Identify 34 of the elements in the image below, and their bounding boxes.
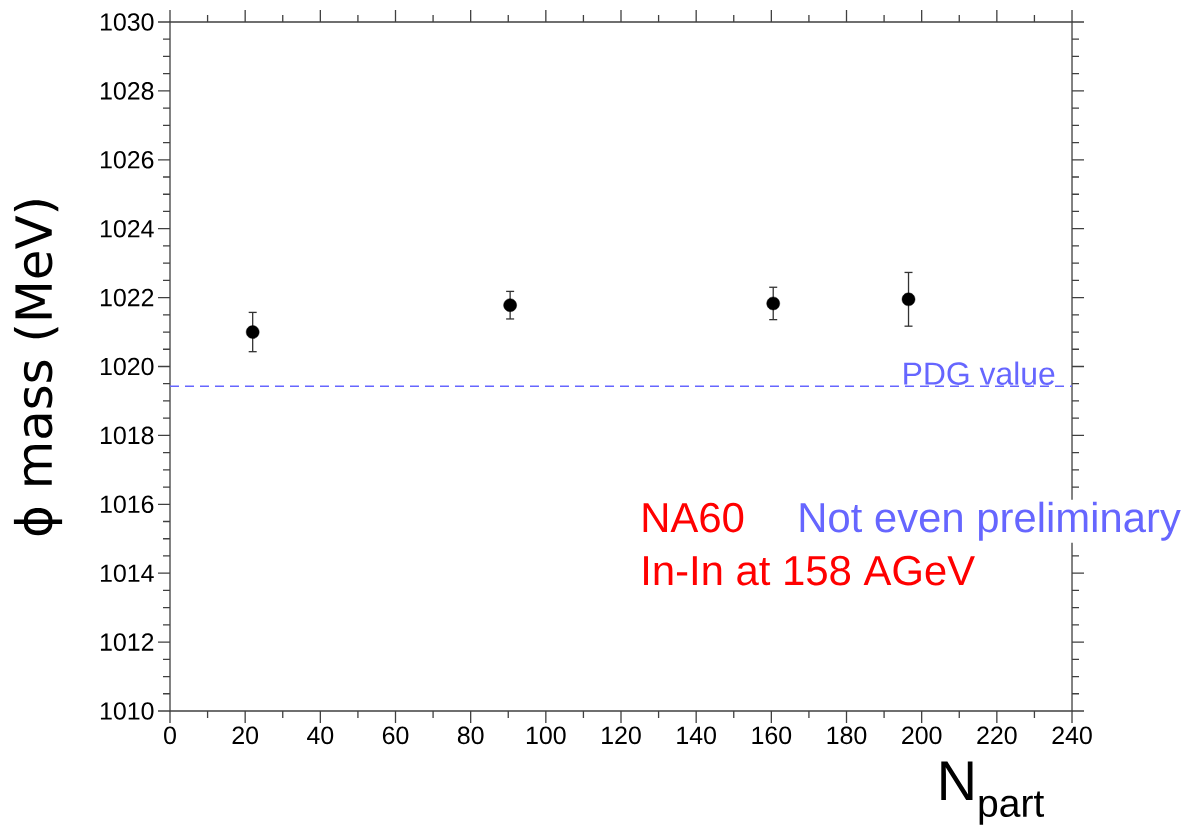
y-tick-label: 1014 xyxy=(100,564,154,583)
y-tick-label: 1030 xyxy=(100,13,154,31)
y-tick-label: 1016 xyxy=(100,495,154,514)
annotation: NA60 xyxy=(643,502,744,533)
x-tick-label: 100 xyxy=(526,726,566,745)
x-tick-label: 180 xyxy=(827,726,867,745)
y-tick-label: 1010 xyxy=(100,702,154,720)
x-tick-label: 240 xyxy=(1052,726,1092,745)
y-tick-label: 1026 xyxy=(100,150,154,169)
annotation: Not even preliminary xyxy=(800,501,1181,541)
x-tick-label: 60 xyxy=(382,726,409,745)
y-tick-label: 1012 xyxy=(100,633,154,651)
x-tick-label: 220 xyxy=(977,726,1017,745)
annotation: In-In at 158 AGeV xyxy=(644,555,975,586)
y-tick-label: 1024 xyxy=(100,219,154,238)
y-tick-label: 1028 xyxy=(100,82,154,100)
x-tick-label: 20 xyxy=(232,726,259,745)
ref-line-label: PDG value xyxy=(904,361,1055,385)
y-tick-label: 1020 xyxy=(100,357,154,376)
point xyxy=(245,325,260,339)
point xyxy=(766,296,780,311)
x-tick-label: 160 xyxy=(752,726,792,745)
x-tick-label: 200 xyxy=(902,726,942,745)
point xyxy=(901,292,916,307)
y-tick-label: 1018 xyxy=(100,426,154,445)
y-axis-title: ϕ mass (MeV) xyxy=(13,200,63,536)
x-tick-label: 0 xyxy=(164,726,176,745)
x-axis-title: N$_{part}$ xyxy=(941,761,1045,825)
x-tick-label: 40 xyxy=(307,726,334,745)
y-tick-label: 1022 xyxy=(100,288,154,307)
x-tick-label: 120 xyxy=(602,726,641,745)
x-tick-label: 140 xyxy=(677,726,716,745)
point xyxy=(503,298,517,312)
x-tick-label: 80 xyxy=(457,726,484,745)
